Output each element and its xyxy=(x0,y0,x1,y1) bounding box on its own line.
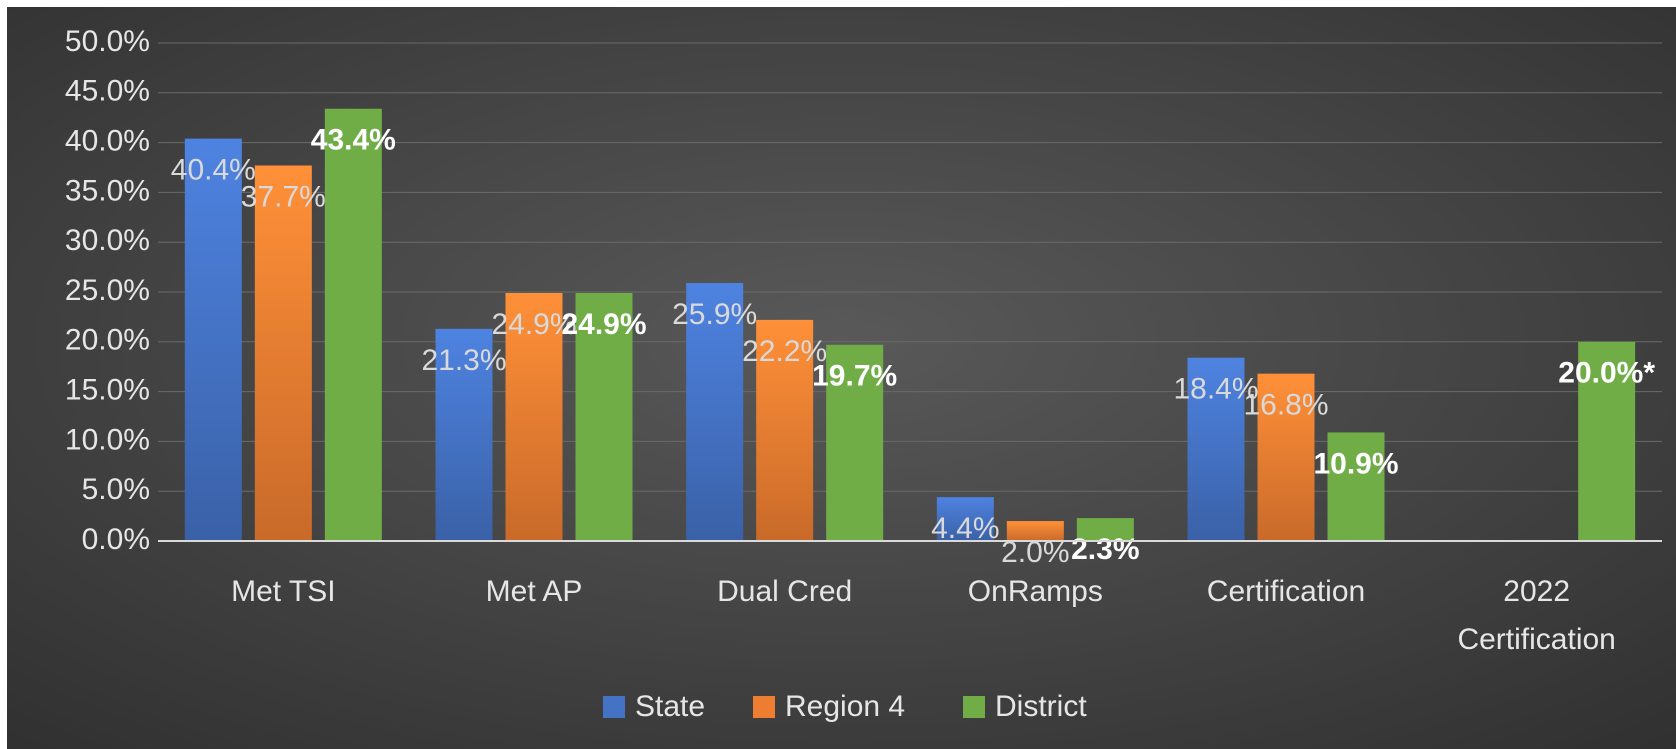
data-label: 20.0%* xyxy=(1558,357,1655,390)
y-tick-label: 50.0% xyxy=(65,25,150,58)
bar xyxy=(1327,432,1385,541)
bar xyxy=(686,283,744,541)
data-label: 2.3% xyxy=(1071,533,1139,566)
data-label: 24.9% xyxy=(561,308,646,341)
data-label: 10.9% xyxy=(1313,447,1398,480)
x-tick-label: Certification xyxy=(1207,575,1365,608)
bar xyxy=(826,344,884,541)
bar xyxy=(936,497,994,541)
bar xyxy=(435,328,493,541)
bar xyxy=(1076,518,1134,541)
data-label: 18.4% xyxy=(1173,373,1258,406)
legend-label: Region 4 xyxy=(785,690,905,723)
y-tick-label: 15.0% xyxy=(65,374,150,407)
y-tick-label: 5.0% xyxy=(82,473,150,506)
y-tick-label: 30.0% xyxy=(65,224,150,257)
x-tick-label: Met AP xyxy=(486,575,583,608)
bar xyxy=(505,292,563,541)
data-label: 37.7% xyxy=(241,180,326,213)
y-tick-label: 10.0% xyxy=(65,423,150,456)
bar xyxy=(1578,341,1636,541)
bar xyxy=(756,319,814,541)
data-label: 24.9% xyxy=(491,308,576,341)
data-label: 43.4% xyxy=(311,124,396,157)
data-label: 21.3% xyxy=(421,344,506,377)
bar xyxy=(1187,357,1245,541)
bar xyxy=(254,165,312,541)
y-tick-label: 40.0% xyxy=(65,125,150,158)
legend-label: State xyxy=(635,690,705,723)
x-tick-label: OnRamps xyxy=(968,575,1103,608)
bar xyxy=(184,138,242,541)
bar xyxy=(1006,521,1064,541)
data-label: 4.4% xyxy=(931,512,999,545)
bar xyxy=(1257,373,1315,541)
legend-swatch xyxy=(963,696,985,718)
y-tick-label: 45.0% xyxy=(65,75,150,108)
data-label: 25.9% xyxy=(672,298,757,331)
x-tick-label: 2022 Certification xyxy=(1457,575,1615,656)
data-label: 40.4% xyxy=(171,154,256,187)
bar xyxy=(575,292,633,541)
x-tick-label: Dual Cred xyxy=(717,575,852,608)
y-tick-label: 0.0% xyxy=(82,523,150,556)
data-label: 16.8% xyxy=(1243,389,1328,422)
legend-label: District xyxy=(995,690,1087,723)
y-tick-label: 35.0% xyxy=(65,174,150,207)
legend-swatch xyxy=(753,696,775,718)
y-tick-label: 25.0% xyxy=(65,274,150,307)
data-label: 22.2% xyxy=(742,335,827,368)
legend-swatch xyxy=(603,696,625,718)
y-tick-label: 20.0% xyxy=(65,324,150,357)
data-label: 19.7% xyxy=(812,360,897,393)
x-tick-label: Met TSI xyxy=(231,575,335,608)
bar xyxy=(324,108,382,542)
